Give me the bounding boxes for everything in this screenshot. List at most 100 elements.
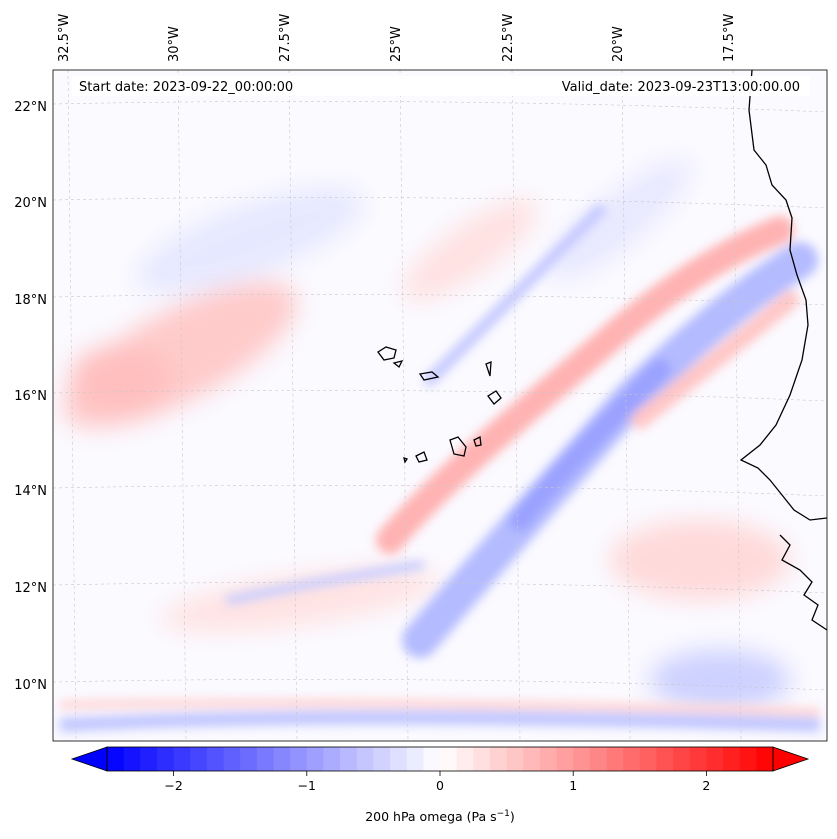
- positive-band-east: [631, 291, 799, 429]
- lon-tick-label: 22.5°W: [501, 14, 516, 62]
- colorbar-cell: [523, 747, 541, 771]
- parallel-line: [53, 679, 827, 691]
- positive-patch-north: [402, 199, 538, 301]
- info-bar-background: [72, 76, 810, 96]
- brava-island: [403, 457, 409, 464]
- colorbar-cell: [656, 747, 674, 771]
- colorbar-cell: [190, 747, 208, 771]
- colorbar-tick-label: 0: [436, 778, 444, 793]
- colorbar-cell: [373, 747, 391, 771]
- lon-tick-label: 32.5°W: [57, 14, 72, 62]
- meridian-line: [732, 70, 742, 741]
- parallel-line: [53, 582, 827, 594]
- meridian-line: [67, 70, 77, 741]
- fogo-island: [415, 451, 428, 463]
- santo-antao-island: [377, 346, 397, 361]
- map-frame: [52, 69, 828, 742]
- colorbar-cell: [473, 747, 491, 771]
- info-bar: Start date: 2023-09-22_00:00:00 Valid_da…: [72, 76, 810, 96]
- positive-band-central: [376, 216, 794, 554]
- parallel-line: [53, 197, 827, 209]
- lat-tick-label: 22°N: [14, 100, 47, 115]
- colorbar: −2 −1 0 1 2 200 hPa omega (Pa s−1): [70, 746, 810, 824]
- colorbar-cell: [739, 747, 757, 771]
- colorbar-cell: [606, 747, 624, 771]
- african-coastline: [739, 70, 827, 631]
- meridian-line: [399, 70, 409, 741]
- negative-patch-north-west: [136, 187, 364, 293]
- meridian-line: [177, 70, 187, 741]
- omega-field: [59, 159, 821, 732]
- valid-date-label: Valid_date: 2023-09-23T13:00:00.00: [562, 80, 800, 95]
- negative-band-southern-edge: [59, 710, 821, 732]
- colorbar-tick-label: −1: [298, 778, 316, 793]
- colorbar-cell: [140, 747, 158, 771]
- negative-band-core: [509, 359, 671, 531]
- lat-tick-label: 14°N: [14, 484, 47, 499]
- colorbar-cell: [539, 747, 558, 771]
- colorbar-cell: [673, 747, 691, 771]
- map-panel: Start date: 2023-09-22_00:00:00 Valid_da…: [52, 69, 828, 742]
- colorbar-cell: [589, 747, 608, 771]
- lon-tick-label: 25°W: [389, 26, 404, 62]
- colorbar-cell: [390, 747, 408, 771]
- parallel-line: [53, 294, 827, 306]
- lat-tick-label: 18°N: [14, 293, 47, 308]
- colorbar-tick-label: 2: [702, 778, 710, 793]
- start-date-label: Start date: 2023-09-22_00:00:00: [79, 80, 293, 95]
- colorbar-cell: [456, 747, 474, 771]
- colorbar-cell: [323, 747, 341, 771]
- colorbar-cell: [173, 747, 191, 771]
- colorbar-cell: [506, 747, 524, 771]
- colorbar-cell: [306, 747, 325, 771]
- negative-patch-north-east: [549, 159, 691, 281]
- colorbar-cell: [639, 747, 658, 771]
- colorbar-cell: [256, 747, 275, 771]
- colorbar-cell: [723, 747, 741, 771]
- colorbar-tick-label: −2: [164, 778, 182, 793]
- colorbar-cells: [107, 747, 774, 771]
- lat-tick-label: 12°N: [14, 581, 47, 596]
- sal-island: [485, 361, 492, 377]
- colorbar-cell: [706, 747, 724, 771]
- colorbar-cell: [556, 747, 574, 771]
- colorbar-cell: [689, 747, 707, 771]
- boa-vista-island: [487, 390, 502, 405]
- sao-nicolau-island: [418, 371, 440, 381]
- colorbar-cell: [123, 747, 141, 771]
- coastlines: [377, 70, 827, 631]
- lon-tick-label: 27.5°W: [278, 14, 293, 62]
- colorbar-cell: [356, 747, 374, 771]
- colorbar-cell: [273, 747, 291, 771]
- lon-tick-label: 17.5°W: [722, 14, 737, 62]
- santiago-island: [449, 436, 467, 457]
- colorbar-cell: [340, 747, 358, 771]
- sao-vicente-island: [392, 360, 404, 369]
- colorbar-cell: [623, 747, 641, 771]
- colorbar-cell: [107, 747, 125, 771]
- negative-streak-south: [225, 560, 425, 605]
- colorbar-cell: [756, 747, 774, 771]
- colorbar-label: 200 hPa omega (Pa s−1): [365, 809, 515, 824]
- lon-tick-label: 20°W: [611, 26, 626, 62]
- colorbar-cell: [423, 747, 441, 771]
- colorbar-max-extend: [772, 746, 810, 772]
- meridian-line: [511, 70, 521, 741]
- latitude-ticks: 22°N 20°N 18°N 16°N 14°N 12°N 10°N: [14, 100, 47, 693]
- graticule: [53, 70, 827, 741]
- colorbar-cell: [290, 747, 308, 771]
- lon-tick-label: 30°W: [167, 26, 182, 62]
- colorbar-ticks: −2 −1 0 1 2: [164, 771, 710, 793]
- longitude-ticks: 32.5°W 30°W 27.5°W 25°W 22.5°W 20°W 17.5…: [57, 14, 737, 62]
- ascent-patch-core: [70, 345, 170, 415]
- parallel-line: [53, 101, 827, 113]
- colorbar-cell: [223, 747, 241, 771]
- positive-band-southern-edge: [59, 698, 821, 716]
- colorbar-cell: [156, 747, 175, 771]
- colorbar-cell: [206, 747, 225, 771]
- colorbar-cell: [406, 747, 424, 771]
- colorbar-tick-label: 1: [569, 778, 577, 793]
- lat-tick-label: 10°N: [14, 678, 47, 693]
- colorbar-cell: [240, 747, 258, 771]
